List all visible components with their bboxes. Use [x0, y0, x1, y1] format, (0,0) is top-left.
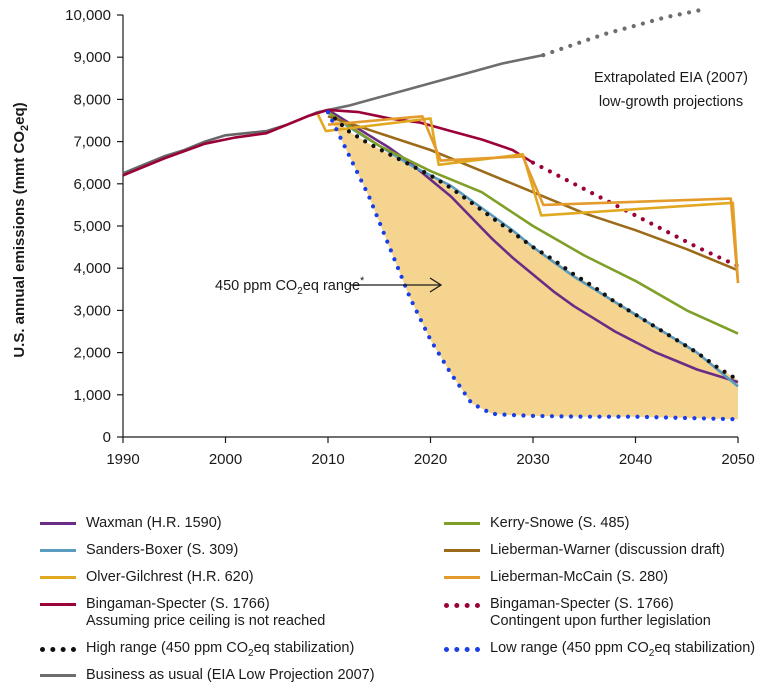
extrapolated-label-1: Extrapolated EIA (2007)	[594, 70, 748, 86]
range-band	[328, 112, 738, 420]
y-tick-label: 9,000	[73, 49, 111, 66]
legend-label-main: Low range (450 ppm CO	[490, 640, 649, 656]
y-axis-title-sub: 2	[19, 125, 31, 131]
legend-swatch	[444, 647, 480, 652]
legend-swatch	[444, 522, 480, 525]
legend-swatch	[444, 603, 480, 608]
legend-label-second-line: Assuming price ceiling is not reached	[86, 613, 326, 629]
series-bau	[317, 53, 544, 114]
legend-label: Bingaman-Specter (S. 1766) Contingent upo…	[490, 596, 711, 630]
legend-label: Business as usual (EIA Low Projection 20…	[86, 667, 375, 684]
legend-swatch	[444, 549, 480, 552]
legend-swatch	[40, 603, 76, 606]
legend-swatch	[40, 549, 76, 552]
x-tick-label: 2020	[414, 451, 447, 468]
range-label-end: eq range	[303, 278, 360, 294]
x-tick-label: 2030	[516, 451, 549, 468]
legend-swatch	[40, 647, 76, 652]
legend-label-main: Lieberman-McCain (S. 280)	[490, 569, 669, 585]
series-bingaman_hist	[122, 108, 329, 177]
series-bingaman_specter_contingent	[530, 160, 741, 269]
y-tick-label: 10,000	[65, 7, 111, 24]
series-layer	[122, 6, 741, 422]
legend-label-end: eq stabilization)	[253, 640, 355, 656]
extrapolated-label-2: low-growth projections	[599, 94, 743, 110]
y-tick-label: 8,000	[73, 91, 111, 108]
legend-swatch	[40, 522, 76, 525]
y-tick-label: 7,000	[73, 134, 111, 151]
series-low_range	[325, 109, 741, 422]
series-bau_extrapolated	[541, 6, 710, 58]
series-bingaman_specter	[327, 108, 534, 164]
legend-label: High range (450 ppm CO2eq stabilization)	[86, 640, 354, 662]
legend-label: Bingaman-Specter (S. 1766) Assuming price…	[86, 596, 325, 630]
range-band-layer	[328, 112, 738, 420]
y-tick-label: 2,000	[73, 345, 111, 362]
range-arrow	[350, 277, 443, 293]
y-axis-title-main: U.S. annual emissions (mmt CO	[11, 131, 28, 358]
y-tick-label: 6,000	[73, 176, 111, 193]
y-tick-label: 4,000	[73, 260, 111, 277]
range-label-star: *	[360, 275, 365, 287]
legend-label-main: Business as usual (EIA Low Projection 20…	[86, 667, 375, 683]
legend-label: Lieberman-Warner (discussion draft)	[490, 542, 725, 559]
series-high_range	[325, 109, 741, 383]
legend-label-main: Sanders-Boxer (S. 309)	[86, 542, 239, 558]
legend-label: Low range (450 ppm CO2eq stabilization)	[490, 640, 755, 662]
x-tick-label: 1990	[106, 451, 139, 468]
x-tick-label: 2010	[311, 451, 344, 468]
series-kerry_snowe	[327, 111, 739, 335]
legend-label-main: Kerry-Snowe (S. 485)	[490, 515, 630, 531]
axes: 0 1,000 2,000 3,000 4,000 5,000 6,000 7,000 8,00…	[65, 7, 755, 468]
x-tick-label: 2040	[619, 451, 652, 468]
legend-label-main: Bingaman-Specter (S. 1766)	[86, 596, 270, 612]
legend-label-main: High range (450 ppm CO	[86, 640, 248, 656]
legend-swatch	[40, 674, 76, 677]
y-axis-title-end: eq)	[11, 102, 28, 125]
y-tick-label: 5,000	[73, 218, 111, 235]
legend-swatch	[40, 576, 76, 579]
range-label-sub: 2	[297, 286, 303, 297]
legend-label: Lieberman-McCain (S. 280)	[490, 569, 668, 586]
x-tick-label: 2000	[209, 451, 242, 468]
legend-label: Waxman (H.R. 1590)	[86, 515, 222, 532]
legend-swatch	[444, 576, 480, 579]
range-label-main: 450 ppm CO	[215, 278, 297, 294]
legend-label-main: Lieberman-Warner (discussion draft)	[490, 542, 725, 558]
legend-label-main: Bingaman-Specter (S. 1766)	[490, 596, 674, 612]
legend-label-main: Olver-Gilchrest (H.R. 620)	[86, 569, 254, 585]
y-axis-title: U.S. annual emissions (mmt CO2eq)	[11, 102, 31, 357]
y-tick-label: 3,000	[73, 302, 111, 319]
legend-label-subscript: 2	[648, 647, 655, 659]
range-arrow-head	[429, 277, 443, 293]
legend-label-second-line: Contingent upon further legislation	[490, 613, 711, 629]
legend-label: Sanders-Boxer (S. 309)	[86, 542, 238, 559]
range-label: 450 ppm CO2eq range*	[215, 275, 365, 297]
emissions-chart: 0 1,000 2,000 3,000 4,000 5,000 6,000 7,000 8,00…	[11, 6, 755, 468]
y-tick-label: 1,000	[73, 387, 111, 404]
y-tick-label: 0	[103, 429, 111, 446]
legend-label-main: Waxman (H.R. 1590)	[86, 515, 222, 531]
x-tick-label: 2050	[721, 451, 754, 468]
legend-label: Olver-Gilchrest (H.R. 620)	[86, 569, 254, 586]
legend: Waxman (H.R. 1590) Sanders-Boxer (S. 309)…	[0, 505, 781, 694]
series-lieberman_mccain	[327, 115, 740, 284]
legend-label-end: eq stabilization)	[654, 640, 756, 656]
legend-label-subscript: 2	[248, 647, 254, 659]
legend-label: Kerry-Snowe (S. 485)	[490, 515, 629, 532]
